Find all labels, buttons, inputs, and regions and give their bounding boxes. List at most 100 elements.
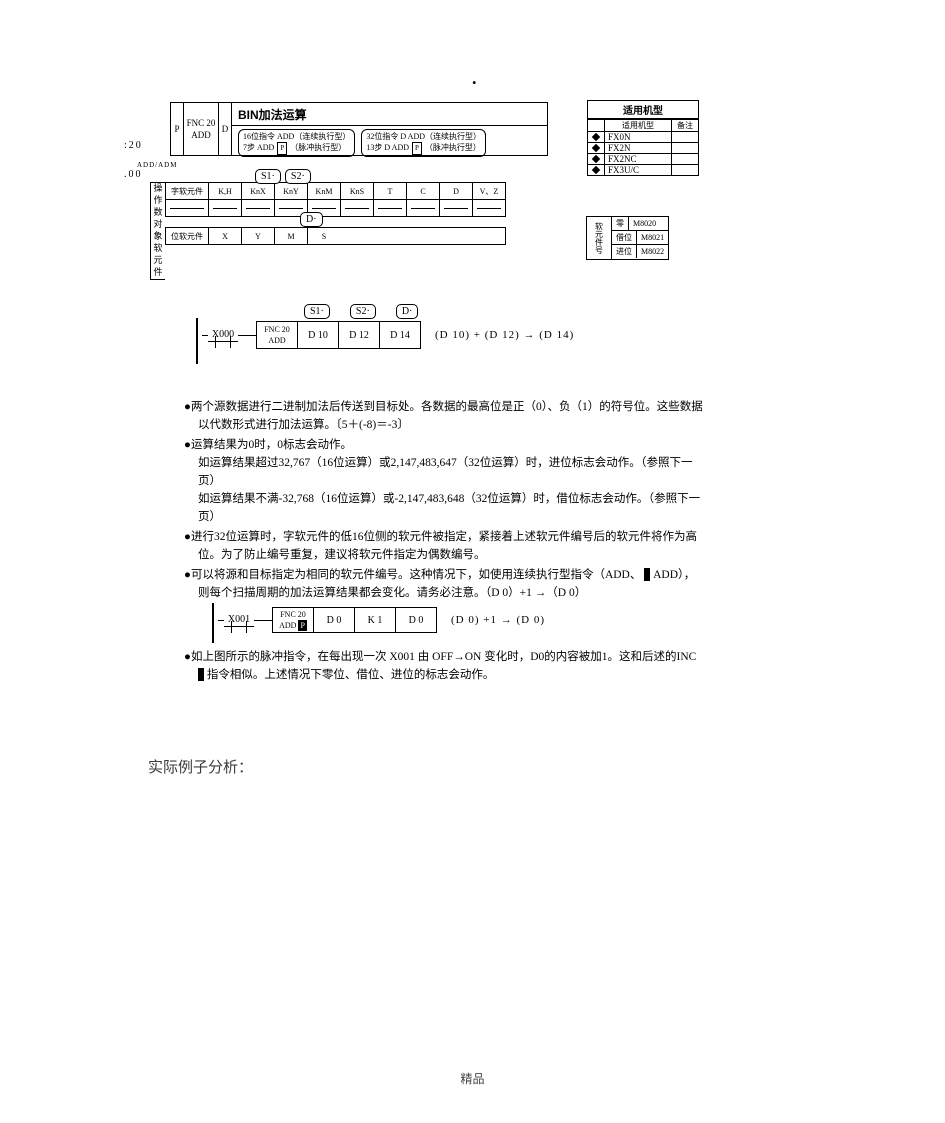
type-name: FX0N bbox=[605, 132, 672, 142]
page-footer: 精品 bbox=[0, 1070, 945, 1087]
bullet-5: ●如上图所示的脉冲指令，在每出现一次 X001 由 OFF→ON 变化时，D0的… bbox=[184, 648, 704, 684]
box-p-icon: P bbox=[198, 668, 204, 681]
header-fnc: FNC 20 bbox=[187, 118, 216, 128]
devno-row: 零M8020 bbox=[612, 217, 668, 230]
margin-bottom-value: .00 bbox=[124, 168, 143, 182]
type-name: FX2N bbox=[605, 143, 672, 153]
applicable-models-table: 适用机型 适用机型 备注 FX0N FX2N FX2NC FX3U/C bbox=[587, 100, 699, 176]
type-row: FX2NC bbox=[588, 153, 698, 164]
devno-v: M8021 bbox=[637, 231, 668, 244]
step16b-box: P bbox=[277, 142, 287, 155]
body-text: ●两个源数据进行二进制加法后传送到目标处。各数据的最高位是正（0）、负（1）的符… bbox=[184, 396, 704, 602]
bullet-2: ●运算结果为0时，0标志会动作。 bbox=[184, 436, 704, 454]
operand-grid-2: 位软元件 X Y M S bbox=[165, 227, 506, 245]
operand-cell: KnM bbox=[308, 183, 341, 199]
type-row: FX3U/C bbox=[588, 164, 698, 175]
type-row: FX2N bbox=[588, 142, 698, 153]
body-text-2: ●如上图所示的脉冲指令，在每出现一次 X001 由 OFF→ON 变化时，D0的… bbox=[184, 648, 704, 684]
header-mid: FNC 20 ADD bbox=[184, 103, 218, 155]
operand-row: 字软元件 K,H KnX KnY KnM KnS T C D V、Z bbox=[166, 183, 505, 199]
instruction-header: P FNC 20 ADD D BIN加法运算 16位指令 ADD（连续执行型） … bbox=[170, 102, 548, 156]
bullet-5c: 指令相似。上述情况下零位、借位、进位的标志会动作。 bbox=[207, 669, 495, 681]
instr-fnc: FNC 20 ADD P bbox=[272, 607, 313, 633]
header-add: ADD bbox=[191, 130, 211, 140]
bullet-2b: 如运算结果不满-32,768（16位运算）或-2,147,483,648（32位… bbox=[184, 490, 704, 526]
header-steps: 16位指令 ADD（连续执行型） 7步 ADD P （脉冲执行型） 32位指令 … bbox=[232, 126, 547, 160]
instr-fnc-label: FNC 20 bbox=[280, 609, 306, 620]
instr-cell: D 0 bbox=[313, 607, 354, 633]
instr-fnc: FNC 20 ADD bbox=[256, 321, 297, 349]
step32b-row: 13步 D ADD P （脉冲执行型） bbox=[366, 142, 481, 155]
instr-fnc-label: FNC 20 bbox=[264, 324, 290, 335]
pill-d: D· bbox=[300, 212, 323, 227]
bullet-4: ●可以将源和目标指定为相同的软元件编号。这种情况下，如使用连续执行型指令（ADD… bbox=[184, 566, 704, 602]
ladder-diagram-2: X001 FNC 20 ADD P D 0 K 1 D 0 (D 0) +1 →… bbox=[212, 603, 672, 637]
header-p: P bbox=[171, 103, 184, 155]
type-row: FX0N bbox=[588, 131, 698, 142]
ladder1-badges: S1· S2· D· bbox=[304, 304, 418, 319]
ladder1-contact: X000 bbox=[208, 329, 238, 342]
step32b: 13步 D ADD bbox=[366, 143, 409, 152]
operand-cell: K,H bbox=[209, 183, 242, 199]
instr-add-label: ADD bbox=[279, 621, 296, 630]
pill-s1: S1· bbox=[304, 304, 330, 319]
step-box-32: 32位指令 D ADD（连续执行型） 13步 D ADD P （脉冲执行型） bbox=[361, 129, 486, 157]
header-addnom: ADD/ADM bbox=[137, 161, 177, 169]
instr-cell: K 1 bbox=[354, 607, 395, 633]
header-title: BIN加法运算 bbox=[232, 103, 547, 126]
diamond-icon bbox=[592, 166, 600, 174]
bullet-5a: ●如上图所示的脉冲指令，在每出现一次 X001 由 OFF→ON 变化时，D0的… bbox=[184, 651, 696, 663]
devno-k: 进位 bbox=[612, 245, 637, 258]
type-head: 适用机型 备注 bbox=[588, 119, 698, 131]
section-heading: 实际例子分析： bbox=[148, 756, 253, 777]
operand-row: 位软元件 X Y M S bbox=[166, 228, 505, 244]
instr-add-label: ADD bbox=[268, 335, 285, 346]
instr-cell: D 0 bbox=[395, 607, 437, 633]
ladder2-instr: FNC 20 ADD P D 0 K 1 D 0 bbox=[272, 607, 437, 633]
bullet-2a: 如运算结果超过32,767（16位运算）或2,147,483,647（32位运算… bbox=[184, 454, 704, 490]
step16a: 16位指令 ADD（连续执行型） bbox=[243, 131, 350, 142]
operand-cell: KnS bbox=[341, 183, 374, 199]
bullet-4a: ●可以将源和目标指定为相同的软元件编号。这种情况下，如使用连续执行型指令（ADD… bbox=[184, 569, 641, 581]
type-name: FX3U/C bbox=[605, 165, 672, 175]
type-title: 适用机型 bbox=[588, 101, 698, 119]
step-box-16: 16位指令 ADD（连续执行型） 7步 ADD P （脉冲执行型） bbox=[238, 129, 355, 157]
step32b-box: P bbox=[412, 142, 422, 155]
instr-cell: D 10 bbox=[297, 321, 338, 349]
operand-row-label: 字软元件 bbox=[166, 183, 209, 199]
diamond-icon bbox=[592, 155, 600, 163]
ladder1-expression: (D 10) + (D 12) → (D 14) bbox=[435, 329, 574, 341]
step32a: 32位指令 D ADD（连续执行型） bbox=[366, 131, 481, 142]
diamond-icon bbox=[592, 144, 600, 152]
step32b-tail: （脉冲执行型） bbox=[425, 143, 481, 152]
operand-cell: KnX bbox=[242, 183, 275, 199]
ladder-diagram-1: S1· S2· D· X000 FNC 20 ADD D 10 D 12 D 1… bbox=[196, 318, 676, 352]
ladder1-instr: FNC 20 ADD D 10 D 12 D 14 bbox=[256, 321, 421, 349]
device-number-table: 软元件号 零M8020 借位M8021 进位M8022 bbox=[586, 216, 669, 260]
instr-cell: D 12 bbox=[338, 321, 379, 349]
devno-v: M8022 bbox=[637, 245, 668, 258]
type-name: FX2NC bbox=[605, 154, 672, 164]
operand-grid: 字软元件 K,H KnX KnY KnM KnS T C D V、Z bbox=[165, 182, 506, 217]
step16b-row: 7步 ADD P （脉冲执行型） bbox=[243, 142, 350, 155]
header-left: P FNC 20 ADD D bbox=[171, 103, 232, 155]
contact-icon bbox=[208, 341, 238, 342]
operand-cell: KnY bbox=[275, 183, 308, 199]
pill-s1: S1· bbox=[255, 169, 281, 184]
operand-cell: V、Z bbox=[473, 183, 505, 199]
operand-row-dest bbox=[166, 199, 505, 216]
type-col-b: 备注 bbox=[672, 120, 698, 131]
pill-s2: S2· bbox=[285, 169, 311, 184]
devno-k: 借位 bbox=[612, 231, 637, 244]
operand-src-badges: S1· S2· bbox=[255, 169, 311, 184]
devno-label: 软元件号 bbox=[587, 217, 612, 259]
step16b: 7步 ADD bbox=[243, 143, 274, 152]
diamond-icon bbox=[592, 133, 600, 141]
contact-icon bbox=[224, 626, 254, 627]
operand-table: 操作数对象软元件 S1· S2· 字软元件 K,H KnX KnY KnM Kn… bbox=[150, 182, 506, 280]
operand-vert-label: 操作数对象软元件 bbox=[150, 182, 165, 280]
operand-cell: S bbox=[308, 228, 340, 244]
devno-k: 零 bbox=[612, 217, 629, 230]
pill-s2: S2· bbox=[350, 304, 376, 319]
page-center-dot: . bbox=[472, 68, 477, 89]
